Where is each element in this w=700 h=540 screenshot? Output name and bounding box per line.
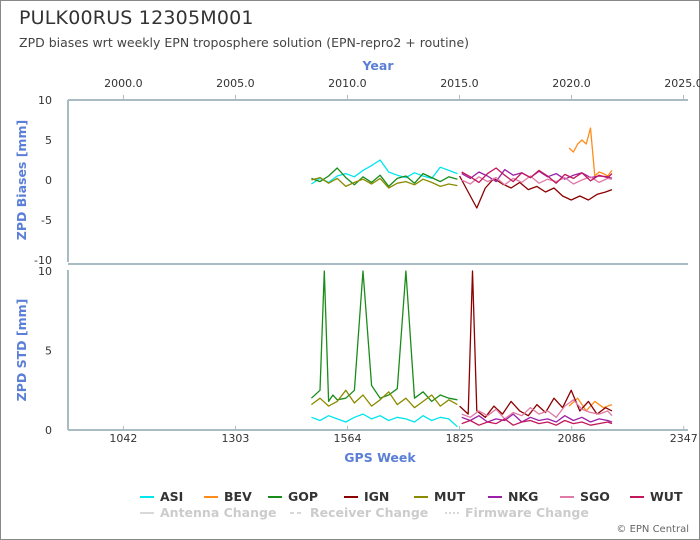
legend: ASI BEV GOP IGN MUT NKG SGO WUT Antenna Change Re… (140, 489, 683, 520)
year-tick-label: 2020.0 (552, 77, 591, 90)
biases-y-tick-label: 5 (45, 134, 52, 147)
year-tick-label: 2000.0 (104, 77, 143, 90)
gps-week-tick-label: 1564 (334, 432, 362, 445)
year-tick-label: 2010.0 (328, 77, 367, 90)
biases-y-tick-label: 10 (38, 94, 52, 107)
std-series-sgo (461, 399, 613, 420)
std-series-ign (459, 270, 613, 418)
credit-label: © EPN Central (616, 524, 689, 535)
legend-item-gop[interactable]: GOP (288, 489, 318, 504)
year-tick-label: 2015.0 (440, 77, 479, 90)
biases-y-ticks: 10 5 0 -5 -10 (34, 94, 52, 267)
std-y-axis-label: ZPD STD [mm] (14, 299, 29, 402)
chart-title: PULK00RUS 12305M001 (19, 7, 254, 29)
biases-panel: 10 5 0 -5 -10 ZPD Biases [mm] (14, 94, 613, 267)
year-ticks: 2000.0 2005.0 2010.0 2015.0 2020.0 2025.0 (104, 77, 700, 100)
legend-item-nkg[interactable]: NKG (508, 489, 538, 504)
std-series-mut (311, 389, 458, 409)
std-y-tick-label: 5 (45, 345, 52, 358)
biases-series-wut (461, 167, 613, 184)
legend-event-antenna-change[interactable]: Antenna Change (160, 505, 276, 520)
legend-item-sgo[interactable]: SGO (580, 489, 610, 504)
gps-week-axis-label: GPS Week (344, 450, 416, 465)
biases-y-tick-label: -10 (34, 254, 52, 267)
legend-item-mut[interactable]: MUT (434, 489, 466, 504)
gps-week-tick-label: 1303 (221, 432, 249, 445)
biases-y-tick-label: -5 (41, 214, 52, 227)
biases-series (311, 127, 613, 209)
std-y-ticks: 10 5 0 (38, 265, 52, 437)
year-tick-label: 2005.0 (216, 77, 255, 90)
biases-series-bev (568, 127, 613, 177)
biases-series-mut (311, 176, 458, 189)
biases-y-axis-label: ZPD Biases [mm] (14, 120, 29, 240)
legend-item-ign[interactable]: IGN (364, 489, 389, 504)
std-series-bev (568, 397, 613, 412)
std-panel: 10 5 0 1042 1303 1564 1825 2086 2347 ZPD STD [m… (14, 265, 698, 465)
std-series-asi (311, 413, 458, 428)
legend-event-firmware-change[interactable]: Firmware Change (465, 505, 589, 520)
biases-series-sgo (461, 175, 613, 186)
std-series-wut (461, 418, 613, 426)
gps-week-ticks: 1042 1303 1564 1825 2086 2347 (109, 426, 698, 445)
std-y-tick-label: 0 (45, 424, 52, 437)
legend-item-bev[interactable]: BEV (224, 489, 252, 504)
year-axis: 2000.0 2005.0 2010.0 2015.0 2020.0 2025.0 Yea… (68, 58, 700, 101)
biases-series-asi (311, 159, 458, 185)
legend-item-asi[interactable]: ASI (160, 489, 183, 504)
biases-series-gop (311, 167, 458, 188)
biases-y-tick-label: 0 (45, 174, 52, 187)
year-tick-label: 2025.0 (664, 77, 700, 90)
year-axis-label: Year (362, 58, 395, 73)
gps-week-tick-label: 2347 (670, 432, 698, 445)
legend-item-wut[interactable]: WUT (650, 489, 683, 504)
std-series-nkg (461, 413, 613, 423)
legend-event-receiver-change[interactable]: Receiver Change (310, 505, 428, 520)
std-y-tick-label: 10 (38, 265, 52, 278)
biases-series-ign (459, 175, 613, 209)
std-series-gop (310, 270, 458, 403)
gps-week-tick-label: 2086 (558, 432, 586, 445)
gps-week-tick-label: 1042 (109, 432, 137, 445)
std-series (310, 270, 613, 428)
gps-week-tick-label: 1825 (446, 432, 474, 445)
chart-subtitle: ZPD biases wrt weekly EPN troposphere so… (19, 35, 470, 50)
